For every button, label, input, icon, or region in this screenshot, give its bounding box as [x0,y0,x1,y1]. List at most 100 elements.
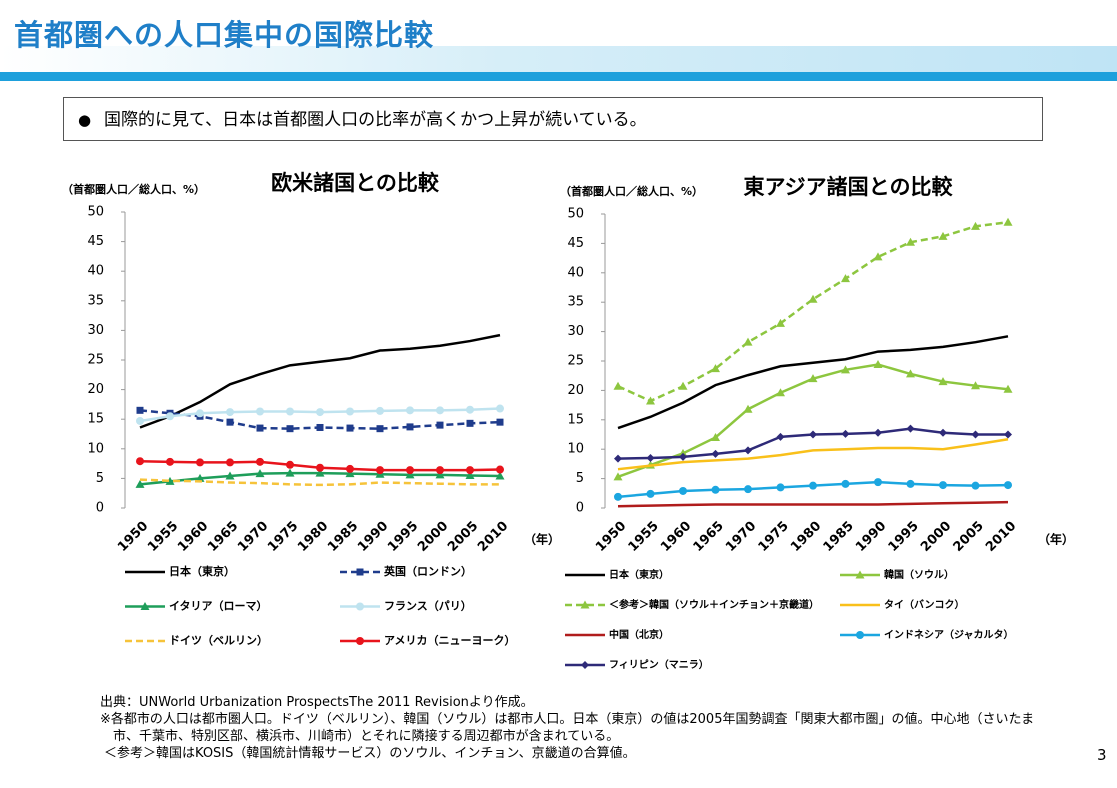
bullet-dot: ● [78,111,92,129]
marker [1003,384,1013,393]
x-tick-label: 2000 [918,519,954,555]
marker [873,360,883,369]
y-tick-label: 45 [567,236,584,251]
marker [906,424,915,433]
marker [841,479,850,488]
marker [165,476,175,485]
marker [678,448,688,457]
legend-marker [356,568,364,576]
bullet-text: 国際的に見て、日本は首都圏人口の比率が高くかつ上昇が続いている。 [104,110,647,130]
y-tick-label: 15 [567,412,584,427]
marker [743,404,753,413]
marker [971,430,980,439]
legend-marker [856,631,864,639]
slide-title: 首都圏への人口集中の国際比較 [14,18,435,52]
marker [711,485,720,494]
marker [496,465,504,474]
x-tick-label: 1980 [788,519,824,555]
x-tick-label: 1975 [756,519,792,555]
marker [873,252,883,261]
y-tick-label: 5 [576,471,584,486]
legend-marker [356,637,364,645]
legend-marker [581,661,589,669]
x-tick-label: 1970 [723,519,759,555]
marker [376,406,384,415]
marker [376,425,384,433]
y-tick-label: 25 [87,353,104,368]
x-tick-label: 1960 [175,519,211,555]
note: ※各都市の人口は都市圏人口。ドイツ（ベルリン）、韓国（ソウル）は都市人口。日本（… [100,712,1035,744]
marker [286,425,294,433]
marker [938,377,948,386]
x-tick-label: 1990 [355,519,391,555]
legend-marker [855,570,865,579]
chart-title: 東アジア諸国との比較 [744,175,954,199]
marker [405,470,415,479]
y-tick-label: 35 [87,293,104,308]
marker [809,481,817,490]
marker [436,466,444,475]
marker [906,369,915,378]
marker [971,481,980,490]
marker [255,469,265,478]
x-tick-label: 1970 [235,519,271,555]
marker [225,471,235,480]
marker [776,318,785,327]
y-tick-label: 5 [96,471,104,486]
marker [436,421,444,429]
marker [316,423,324,431]
marker [679,452,687,461]
marker [136,406,144,414]
x-tick-label: 1950 [115,519,151,555]
marker [808,374,818,383]
x-tick-label: 1995 [385,519,421,555]
header-band [0,46,1117,72]
y-tick-label: 30 [567,324,584,339]
marker [906,237,915,246]
marker [256,407,264,416]
marker [678,381,688,390]
x-tick-label: 1950 [593,519,629,555]
marker [436,406,444,415]
marker [315,468,325,477]
marker [809,430,817,439]
y-tick-label: 35 [567,295,584,310]
y-tick-label: 0 [96,501,104,516]
marker [465,470,475,479]
x-tick-label: 1990 [853,519,889,555]
marker [256,457,264,466]
marker [1004,481,1012,490]
notes: 出典：UNWorld Urbanization ProspectsThe 201… [100,694,1060,762]
series-line [617,335,1009,430]
page-number: 3 [1097,746,1107,764]
x-axis-label: （年） [524,532,560,547]
marker [166,457,174,466]
y-tick-label: 45 [87,234,104,249]
x-axis-label: （年） [1038,532,1074,547]
legend-label: 韓国（ソウル） [884,568,954,581]
marker [711,364,720,373]
legend-label: 日本（東京） [169,564,235,578]
legend-label: タイ（バンコク） [884,598,965,611]
y-tick-label: 10 [87,441,104,456]
legend-label: フランス（パリ） [384,600,472,613]
y-tick-label: 30 [87,323,104,338]
marker [1004,430,1012,439]
marker [376,466,384,475]
legend-label: 中国（北京） [609,628,669,641]
marker [345,469,355,478]
marker [346,464,354,473]
marker [679,486,687,495]
marker [406,423,414,431]
x-tick-label: 2010 [475,519,511,555]
marker [256,424,264,432]
marker [971,381,980,390]
marker [496,404,504,413]
y-tick-label: 40 [87,264,104,279]
marker [841,365,850,374]
marker [841,274,850,283]
legend-label: フィリピン（マニラ） [609,658,709,671]
x-tick-label: 2005 [951,519,987,555]
y-tick-label: 25 [567,354,584,369]
